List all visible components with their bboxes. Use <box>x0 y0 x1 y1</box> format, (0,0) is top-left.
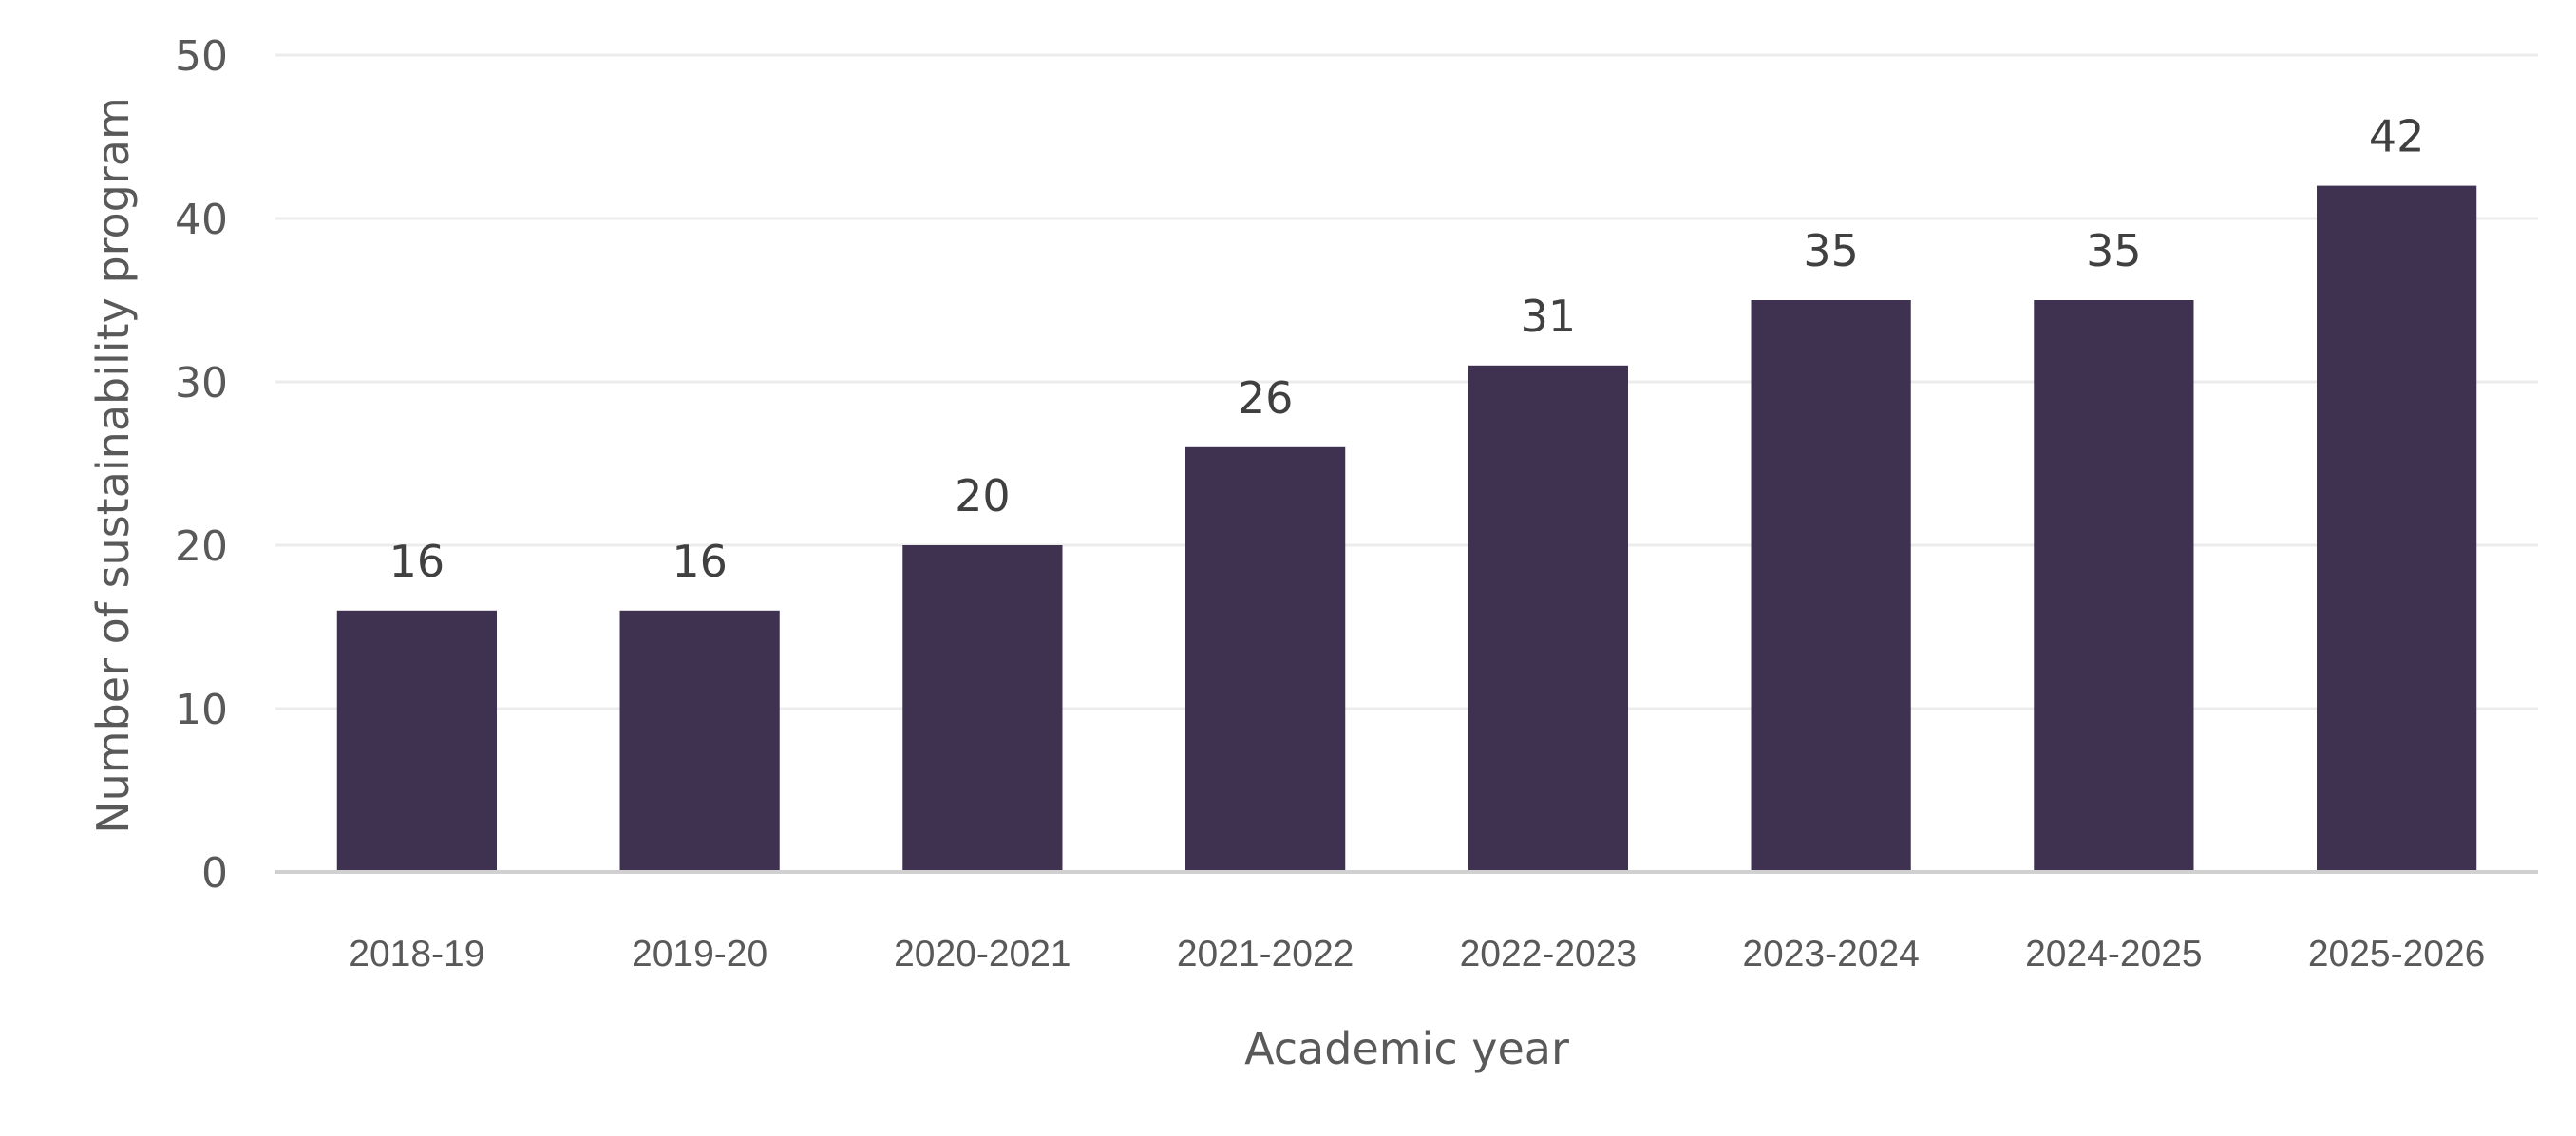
x-tick-label: 2018-19 <box>349 934 484 975</box>
data-label: 31 <box>1521 291 1577 342</box>
x-tick-label: 2024-2025 <box>2025 934 2203 975</box>
bar <box>2034 300 2194 872</box>
y-axis-ticks: 0 10 20 30 40 50 <box>175 32 228 898</box>
data-label: 26 <box>1238 372 1294 424</box>
x-axis-ticks: 2018-19 2019-20 2020-2021 2021-2022 2022-202… <box>349 934 2485 975</box>
x-tick-label: 2020-2021 <box>894 934 1071 975</box>
bar <box>2317 185 2477 873</box>
y-tick-label: 20 <box>175 522 228 571</box>
x-tick-label: 2023-2024 <box>1742 934 1920 975</box>
y-axis-title: Number of sustainability program <box>87 97 139 834</box>
bar <box>619 610 780 872</box>
x-tick-label: 2022-2023 <box>1460 934 1638 975</box>
bar <box>336 610 497 872</box>
x-tick-label: 2025-2026 <box>2308 934 2486 975</box>
bar <box>902 545 1063 872</box>
x-tick-label: 2021-2022 <box>1177 934 1354 975</box>
y-tick-label: 40 <box>175 196 228 244</box>
data-label: 16 <box>672 536 728 587</box>
gridlines <box>275 53 2538 710</box>
data-label: 35 <box>2086 225 2142 276</box>
data-label: 20 <box>955 470 1011 521</box>
bar <box>1185 446 1346 872</box>
y-tick-label: 10 <box>175 686 228 734</box>
x-axis-title: Academic year <box>1244 1023 1569 1074</box>
bar <box>1468 365 1628 872</box>
bar <box>1751 300 1911 872</box>
data-label: 35 <box>1803 225 1859 276</box>
y-tick-label: 50 <box>175 32 228 81</box>
data-label: 42 <box>2369 111 2425 162</box>
data-labels: 16 16 20 26 31 35 35 42 <box>389 111 2425 587</box>
y-tick-label: 30 <box>175 359 228 407</box>
x-tick-label: 2019-20 <box>632 934 767 975</box>
bars <box>336 185 2477 873</box>
y-tick-label: 0 <box>201 849 228 898</box>
data-label: 16 <box>389 536 445 587</box>
